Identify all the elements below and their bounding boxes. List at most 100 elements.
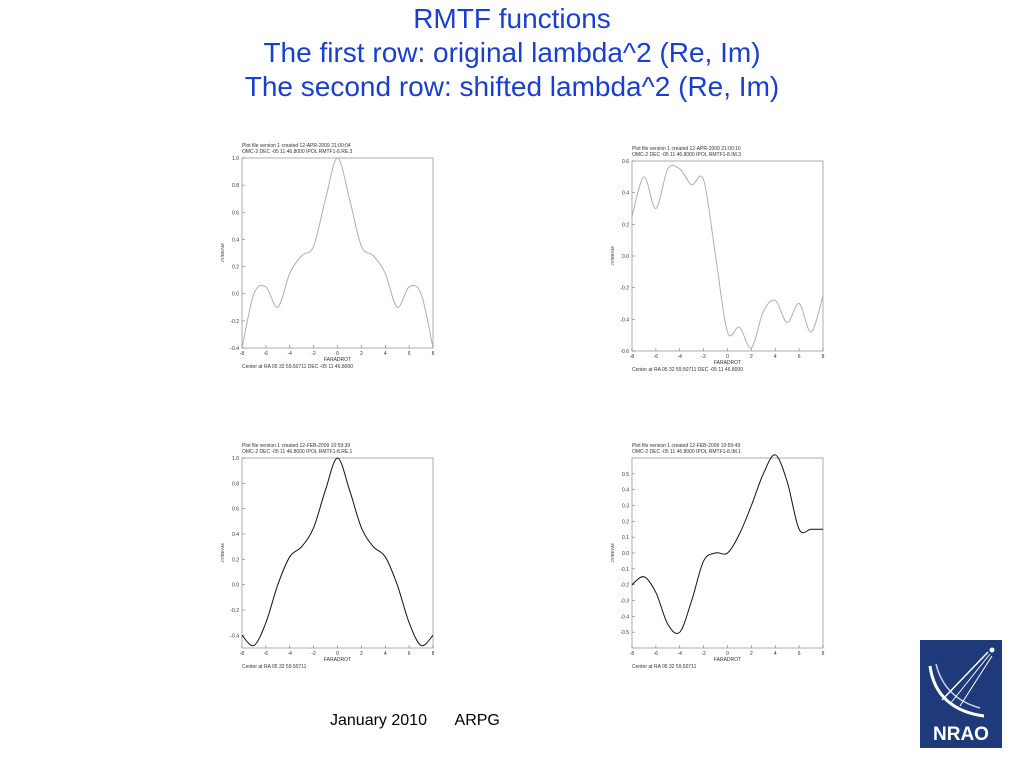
- series-line: [241, 457, 434, 647]
- series-line: [631, 164, 824, 349]
- series-line: [631, 454, 823, 635]
- plot-header-line: OMC-2 DEC -05 11 46.8000 IPOL RMTF1-8.RE…: [242, 149, 353, 155]
- x-tick-label: 8: [432, 351, 435, 357]
- plot-footer-text: Center at RA 05 32 59.50711 DEC -05 11 4…: [242, 364, 353, 370]
- plot-im-original: Plot file version 1 created 12-APR-2009 …: [608, 143, 838, 373]
- plot-header-line: OMC-2 DEC -05 11 46.8000 IPOL RMTF1-8.RE…: [242, 449, 353, 455]
- plot-header-line: OMC-2 DEC -05 11 46.8000 IPOL RMTF1-8.IM…: [632, 449, 741, 455]
- y-tick-label: 0.1: [622, 535, 629, 541]
- y-tick-label: -0.3: [620, 599, 629, 605]
- nrao-logo: NRAO: [920, 640, 1002, 748]
- y-tick-label: -0.2: [620, 286, 629, 292]
- x-axis-label: FARADROT: [324, 657, 351, 663]
- x-tick-label: 6: [798, 354, 801, 360]
- x-tick-label: -4: [288, 651, 293, 657]
- plot-frame: [241, 157, 434, 349]
- y-tick-label: 0.5: [622, 472, 629, 478]
- x-tick-label: -8: [240, 351, 245, 357]
- plot-frame: [241, 457, 434, 649]
- x-tick-label: 0: [336, 651, 339, 657]
- y-tick-label: -0.4: [230, 633, 239, 639]
- x-axis-label: FARADROT: [714, 657, 741, 663]
- y-tick-label: 0.6: [232, 210, 239, 216]
- y-tick-label: 1.0: [232, 156, 239, 162]
- y-tick-label: 0.0: [232, 583, 239, 589]
- x-tick-label: 2: [360, 651, 363, 657]
- y-tick-label: 0.3: [622, 504, 629, 510]
- plot-re-original: Plot file version 1 created 12-APR-2009 …: [218, 140, 448, 370]
- plot-header-line: Plot file version 1 created 12-APR-2009 …: [632, 146, 741, 152]
- x-tick-label: 2: [750, 651, 753, 657]
- plot-im-shifted-svg: Plot file version 1 created 12-FEB-2009 …: [610, 443, 825, 670]
- x-tick-label: 6: [408, 651, 411, 657]
- x-tick-label: 4: [384, 351, 387, 357]
- title-line-3: The second row: shifted lambda^2 (Re, Im…: [244, 71, 780, 102]
- x-tick-label: -2: [311, 651, 316, 657]
- y-tick-label: -0.2: [620, 583, 629, 589]
- nrao-logo-text: NRAO: [933, 724, 989, 745]
- y-axis-label: JY/BEAM: [220, 543, 225, 563]
- x-tick-label: -6: [654, 354, 659, 360]
- y-tick-label: 0.6: [232, 507, 239, 513]
- x-tick-label: 0: [726, 354, 729, 360]
- x-tick-label: 4: [774, 651, 777, 657]
- plot-frame: [631, 160, 824, 352]
- x-tick-label: -8: [630, 354, 635, 360]
- title-line-1: RMTF functions: [413, 3, 611, 34]
- footer-org: ARPG: [454, 712, 500, 729]
- title-line-2: The first row: original lambda^2 (Re, Im…: [263, 37, 761, 68]
- plot-footer-text: Center at RA 05 32 59.50711: [242, 664, 307, 670]
- plot-header-line: Plot file version 1 created 12-FEB-2009 …: [242, 443, 350, 449]
- plot-footer-text: Center at RA 05 32 59.50711 DEC -05 11 4…: [632, 367, 743, 373]
- plot-header-line: OMC-2 DEC -05 11 46.8000 IPOL RMTF1-8.IM…: [632, 152, 741, 158]
- y-tick-label: -0.6: [620, 349, 629, 355]
- x-tick-label: 8: [822, 651, 825, 657]
- x-tick-label: 6: [408, 351, 411, 357]
- footer-date: January 2010: [330, 712, 427, 729]
- plot-footer-text: Center at RA 05 32 59.50711: [632, 664, 697, 670]
- nrao-logo-icon: NRAO: [920, 640, 1002, 748]
- plot-im-shifted: Plot file version 1 created 12-FEB-2009 …: [608, 440, 838, 670]
- x-tick-label: 4: [384, 651, 387, 657]
- x-tick-label: 4: [774, 354, 777, 360]
- series-line: [241, 157, 434, 349]
- y-tick-label: -0.4: [230, 346, 239, 352]
- x-axis-label: FARADROT: [714, 360, 741, 366]
- y-tick-label: 0.0: [622, 254, 629, 260]
- plot-re-original-svg: Plot file version 1 created 12-APR-2009 …: [220, 143, 435, 370]
- x-tick-label: -4: [678, 354, 683, 360]
- x-tick-label: -6: [264, 651, 269, 657]
- y-tick-label: 0.0: [232, 292, 239, 298]
- y-tick-label: 0.2: [232, 265, 239, 271]
- y-tick-label: 0.8: [232, 183, 239, 189]
- slide-title: RMTF functions The first row: original l…: [0, 2, 1024, 104]
- y-axis-label: JY/BEAM: [610, 246, 615, 266]
- y-tick-label: -0.2: [230, 608, 239, 614]
- x-tick-label: 8: [822, 354, 825, 360]
- y-axis-label: JY/BEAM: [610, 543, 615, 563]
- y-tick-label: 0.0: [622, 551, 629, 557]
- y-tick-label: 0.2: [622, 519, 629, 525]
- x-tick-label: 2: [750, 354, 753, 360]
- x-tick-label: -4: [678, 651, 683, 657]
- y-tick-label: 0.4: [232, 237, 239, 243]
- y-tick-label: 0.4: [622, 191, 629, 197]
- y-tick-label: -0.5: [620, 630, 629, 636]
- plot-re-shifted: Plot file version 1 created 12-FEB-2009 …: [218, 440, 448, 670]
- x-tick-label: -4: [288, 351, 293, 357]
- y-tick-label: -0.1: [620, 567, 629, 573]
- plot-header-line: Plot file version 1 created 12-FEB-2009 …: [632, 443, 740, 449]
- y-tick-label: -0.2: [230, 319, 239, 325]
- x-tick-label: -6: [654, 651, 659, 657]
- x-tick-label: -2: [701, 354, 706, 360]
- x-tick-label: -6: [264, 351, 269, 357]
- plot-header-line: Plot file version 1 created 12-APR-2009 …: [242, 143, 351, 149]
- plot-re-shifted-svg: Plot file version 1 created 12-FEB-2009 …: [220, 443, 435, 670]
- x-tick-label: 8: [432, 651, 435, 657]
- x-axis-label: FARADROT: [324, 357, 351, 363]
- plot-im-original-svg: Plot file version 1 created 12-APR-2009 …: [610, 146, 825, 373]
- x-tick-label: -8: [240, 651, 245, 657]
- y-tick-label: 0.2: [232, 557, 239, 563]
- y-tick-label: 0.4: [622, 488, 629, 494]
- slide-footer: January 2010 ARPG: [330, 712, 524, 730]
